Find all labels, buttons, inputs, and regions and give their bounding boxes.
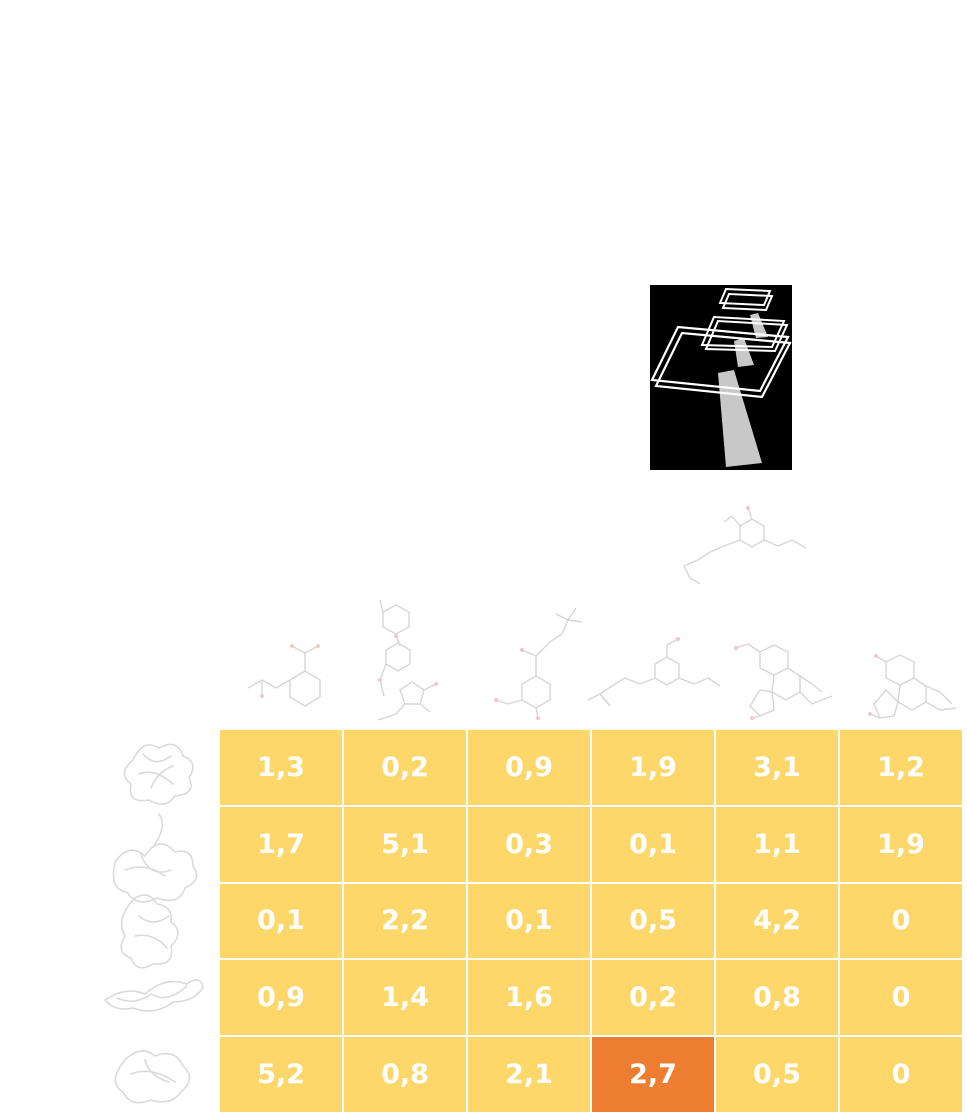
grid-cell: 0,2 xyxy=(344,730,466,805)
molecule-structure-icon xyxy=(377,599,437,721)
grid-cell: 1,2 xyxy=(840,730,962,805)
grid-cell: 1,7 xyxy=(220,806,342,882)
plane-group-large xyxy=(650,325,792,399)
protein-structure-icon xyxy=(114,1050,191,1104)
grid-cell: 1,3 xyxy=(220,730,342,805)
grid-cell: 2,1 xyxy=(468,1037,590,1112)
score-grid: 1,3 0,2 0,9 1,9 3,1 1,2 1,7 5,1 0,3 0,1 1,1 1,9 0,1 2… xyxy=(218,728,964,1114)
grid-cell: 0,3 xyxy=(468,806,590,882)
protein-structure-icon xyxy=(120,894,179,969)
grid-cell: 0,1 xyxy=(468,883,590,959)
grid-cell: 4,2 xyxy=(716,883,838,959)
layered-planes-with-beam-icon xyxy=(650,285,792,470)
grid-cell: 0 xyxy=(840,1037,962,1112)
grid-cell: 0,9 xyxy=(468,730,590,805)
grid-cell: 0,5 xyxy=(716,1037,838,1112)
protein-headers xyxy=(103,743,204,1104)
grid-cell: 0,8 xyxy=(716,960,838,1036)
grid-cell: 0,9 xyxy=(220,960,342,1036)
grid-cell: 0,1 xyxy=(220,883,342,959)
grid-cell: 0 xyxy=(840,960,962,1036)
molecule-structure-icon xyxy=(869,654,957,719)
molecule-structure-icon xyxy=(247,645,321,707)
protein-structure-icon xyxy=(112,813,198,903)
grid-cell: 0,1 xyxy=(592,806,714,882)
protein-structure-icon xyxy=(103,979,204,1012)
grid-cell: 3,1 xyxy=(716,730,838,805)
heteroatom-marks xyxy=(260,506,878,720)
protein-structure-icon xyxy=(123,743,194,805)
grid-cell: 1,6 xyxy=(468,960,590,1036)
grid-cell: 2,2 xyxy=(344,883,466,959)
grid-cell: 0,8 xyxy=(344,1037,466,1112)
molecule-structure-icon xyxy=(587,638,721,707)
plane-group-small xyxy=(718,287,774,312)
grid-cell: 2,7 xyxy=(592,1037,714,1112)
grid-cell: 0 xyxy=(840,883,962,959)
grid-cell: 5,1 xyxy=(344,806,466,882)
molecule-headers xyxy=(247,506,957,721)
grid-cell: 1,9 xyxy=(840,806,962,882)
molecule-structure-icon xyxy=(683,507,807,585)
grid-cell: 1,9 xyxy=(592,730,714,805)
grid-cell: 5,2 xyxy=(220,1037,342,1112)
grid-cell: 0,5 xyxy=(592,883,714,959)
molecule-structure-icon xyxy=(735,643,833,719)
grid-cell: 0,2 xyxy=(592,960,714,1036)
grid-cell: 1,1 xyxy=(716,806,838,882)
plane-group-medium xyxy=(700,315,789,353)
molecule-structure-icon xyxy=(495,607,583,719)
grid-cell: 1,4 xyxy=(344,960,466,1036)
